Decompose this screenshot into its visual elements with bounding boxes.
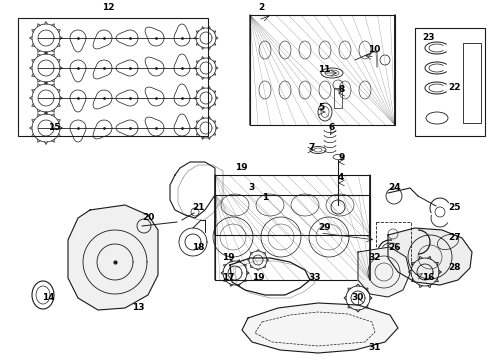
Text: 21: 21 [192, 203, 204, 212]
Bar [215, 195, 370, 280]
Bar [376, 222, 411, 270]
Bar [18, 18, 208, 136]
Text: 32: 32 [368, 253, 381, 262]
Text: 31: 31 [368, 343, 381, 352]
Text: 10: 10 [368, 45, 380, 54]
Text: 20: 20 [142, 213, 154, 222]
Text: 12: 12 [102, 4, 114, 13]
Polygon shape [358, 247, 410, 297]
Text: 19: 19 [235, 163, 248, 172]
Text: 23: 23 [422, 33, 434, 42]
Bar [463, 43, 481, 123]
Text: 14: 14 [42, 293, 54, 302]
Text: 7: 7 [308, 144, 315, 153]
Text: 17: 17 [221, 274, 234, 283]
Text: 25: 25 [448, 203, 461, 212]
Text: 4: 4 [338, 174, 344, 183]
Text: 19: 19 [252, 274, 264, 283]
Bar [415, 28, 485, 136]
Text: 22: 22 [448, 84, 461, 93]
Text: 19: 19 [221, 253, 234, 262]
Text: 30: 30 [352, 293, 364, 302]
Text: 3: 3 [248, 184, 254, 193]
Text: 6: 6 [328, 123, 334, 132]
Bar [334, 88, 342, 108]
Text: 28: 28 [448, 264, 461, 273]
Text: 29: 29 [318, 224, 331, 233]
Text: 5: 5 [318, 104, 324, 112]
Text: 33: 33 [308, 274, 320, 283]
Text: 8: 8 [338, 85, 344, 94]
Text: 27: 27 [448, 234, 461, 243]
Text: 9: 9 [338, 153, 344, 162]
Polygon shape [388, 228, 472, 285]
Text: 13: 13 [132, 303, 144, 312]
Text: 15: 15 [48, 123, 60, 132]
Text: 1: 1 [262, 194, 268, 202]
Text: 26: 26 [388, 243, 400, 252]
Polygon shape [68, 205, 158, 310]
Text: 2: 2 [258, 4, 264, 13]
Bar [250, 15, 395, 125]
Polygon shape [242, 303, 398, 353]
Bar [215, 175, 370, 235]
Text: 11: 11 [318, 66, 330, 75]
Text: 24: 24 [388, 184, 401, 193]
Text: 16: 16 [422, 274, 434, 283]
Text: 18: 18 [192, 243, 204, 252]
